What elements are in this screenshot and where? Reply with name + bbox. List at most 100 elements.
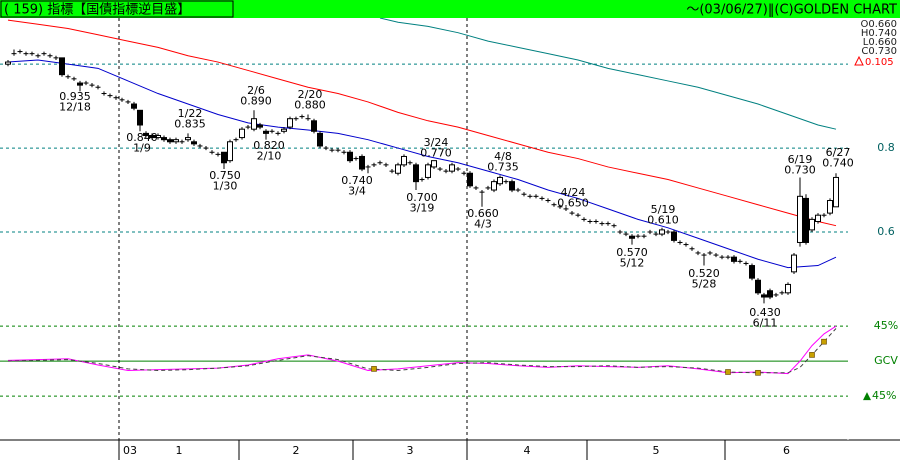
annotation: 1/22 xyxy=(178,107,203,120)
annotation: 1/30 xyxy=(213,180,238,193)
candle-body xyxy=(413,164,419,183)
chart-title: ( 159) 指標【国債指標逆目盛】 xyxy=(4,2,190,18)
annotation: 0.735 xyxy=(487,161,519,174)
annotation: 4/3 xyxy=(474,218,492,231)
candle-body xyxy=(749,265,755,279)
candle-body xyxy=(425,164,431,178)
annotation: 1/9 xyxy=(133,142,151,155)
candle-body xyxy=(137,109,143,126)
annotation: 2/20 xyxy=(298,88,323,101)
x-tick-label: 3 xyxy=(407,444,414,457)
annotation: 2/6 xyxy=(247,84,265,97)
candle-body xyxy=(221,151,227,164)
annotation: 0.730 xyxy=(784,164,816,177)
x-tick-label: 1 xyxy=(176,444,183,457)
osc-marker xyxy=(821,338,827,345)
annotation: 0.820 xyxy=(253,139,285,152)
candle-body xyxy=(173,139,179,143)
candle-body xyxy=(497,176,503,185)
change-label: 0.105 xyxy=(865,57,894,68)
annotation: 6/19 xyxy=(788,153,813,166)
candle-body xyxy=(395,164,401,174)
osc-marker xyxy=(371,366,377,372)
candle-body xyxy=(761,294,767,298)
annotation: 5/28 xyxy=(692,278,717,291)
candle-body xyxy=(731,256,737,262)
ohlc-label: C0.730 xyxy=(861,46,897,57)
osc-tick-label: 45% xyxy=(872,389,896,402)
candle-body xyxy=(149,134,155,139)
annotation: 0.890 xyxy=(240,95,272,108)
candle-body xyxy=(659,229,665,235)
candle-body xyxy=(491,181,497,191)
x-tick-label: 6 xyxy=(783,444,790,457)
candle-body xyxy=(281,128,287,132)
header-bar xyxy=(0,0,900,18)
title-box xyxy=(0,0,234,18)
candle-body xyxy=(359,155,365,170)
annotation: 0.740 xyxy=(341,174,373,187)
candle-body xyxy=(131,103,137,109)
labels: 0.60.81 2 3 4 5 603O0.660H0.740L0.660C0.7300.… xyxy=(59,18,898,460)
osc-tick-label: GCV xyxy=(874,354,898,367)
candle-body xyxy=(167,139,173,143)
candle-body xyxy=(755,279,761,294)
x-tick-label: 5 xyxy=(653,444,660,457)
osc-line xyxy=(7,328,837,374)
annotation: 3/4 xyxy=(348,185,366,198)
annotation: 3/24 xyxy=(424,136,449,149)
annotation: 6/27 xyxy=(826,146,851,159)
candle-body xyxy=(629,235,635,239)
annotation: 6/11 xyxy=(753,317,778,330)
candle-body xyxy=(815,214,821,222)
annotation: 0.750 xyxy=(209,169,241,182)
x-tick-label: 2 xyxy=(293,444,300,457)
candle-body xyxy=(467,172,473,187)
annotation: 0.740 xyxy=(822,157,854,170)
annotation: 5/12 xyxy=(620,257,645,270)
candle-body xyxy=(431,160,437,168)
year-label: 03 xyxy=(123,444,137,457)
annotation: 0.835 xyxy=(174,118,206,131)
annotation: 0.430 xyxy=(749,306,781,319)
annotation: 0.650 xyxy=(557,197,589,210)
annotation: 0.770 xyxy=(420,147,452,160)
osc-marker xyxy=(725,369,731,375)
annotation: 4/24 xyxy=(561,186,586,199)
annotation: 2/10 xyxy=(257,150,282,163)
annotation: 0.935 xyxy=(59,90,91,103)
candle-body xyxy=(785,283,791,294)
y-tick-label: 0.8 xyxy=(877,141,895,154)
candle-body xyxy=(59,57,65,76)
x-tick-label: 4 xyxy=(524,444,531,457)
ohlc-label: O0.660 xyxy=(861,19,898,30)
annotation: 0.520 xyxy=(688,267,720,280)
candle-body xyxy=(803,197,809,243)
osc-marker xyxy=(755,369,761,376)
annotation: 0.840 xyxy=(126,131,158,144)
annotation: 4/8 xyxy=(494,150,512,163)
main-panel xyxy=(0,18,848,304)
candle-body xyxy=(155,134,161,139)
candle-body xyxy=(347,151,353,162)
candle-body xyxy=(251,118,257,130)
candle-body xyxy=(161,137,167,141)
candle-body xyxy=(5,61,11,65)
osc-marker xyxy=(809,352,815,358)
candle-body xyxy=(791,254,797,273)
oscillator-panel xyxy=(0,325,848,397)
moving-average xyxy=(379,18,837,130)
down-triangle-icon xyxy=(863,392,871,401)
change-triangle xyxy=(854,55,864,66)
candle-body xyxy=(227,141,233,162)
candle-body xyxy=(509,181,515,191)
candle-body xyxy=(797,195,803,243)
osc-tick-label: 45% xyxy=(874,319,898,332)
annotation: 5/19 xyxy=(651,203,676,216)
candle-body xyxy=(833,176,839,208)
annotation: 0.570 xyxy=(616,246,648,259)
candle-body xyxy=(671,231,677,241)
candle-body xyxy=(449,164,455,172)
